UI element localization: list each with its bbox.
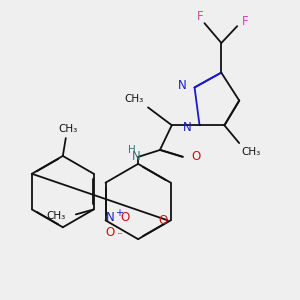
Text: O: O xyxy=(121,211,130,224)
Text: CH₃: CH₃ xyxy=(58,124,77,134)
Text: CH₃: CH₃ xyxy=(125,94,144,104)
Text: N: N xyxy=(106,211,115,224)
Text: N: N xyxy=(178,79,187,92)
Text: F: F xyxy=(242,15,248,28)
Text: F: F xyxy=(197,10,204,23)
Text: O: O xyxy=(192,150,201,164)
Text: +: + xyxy=(116,208,123,218)
Text: CH₃: CH₃ xyxy=(241,147,260,157)
Text: CH₃: CH₃ xyxy=(47,212,66,221)
Text: N: N xyxy=(132,150,141,164)
Text: O: O xyxy=(106,226,115,239)
Text: O: O xyxy=(158,214,168,227)
Text: N: N xyxy=(183,121,192,134)
Text: H: H xyxy=(128,145,136,155)
Text: ⁻: ⁻ xyxy=(116,231,122,241)
